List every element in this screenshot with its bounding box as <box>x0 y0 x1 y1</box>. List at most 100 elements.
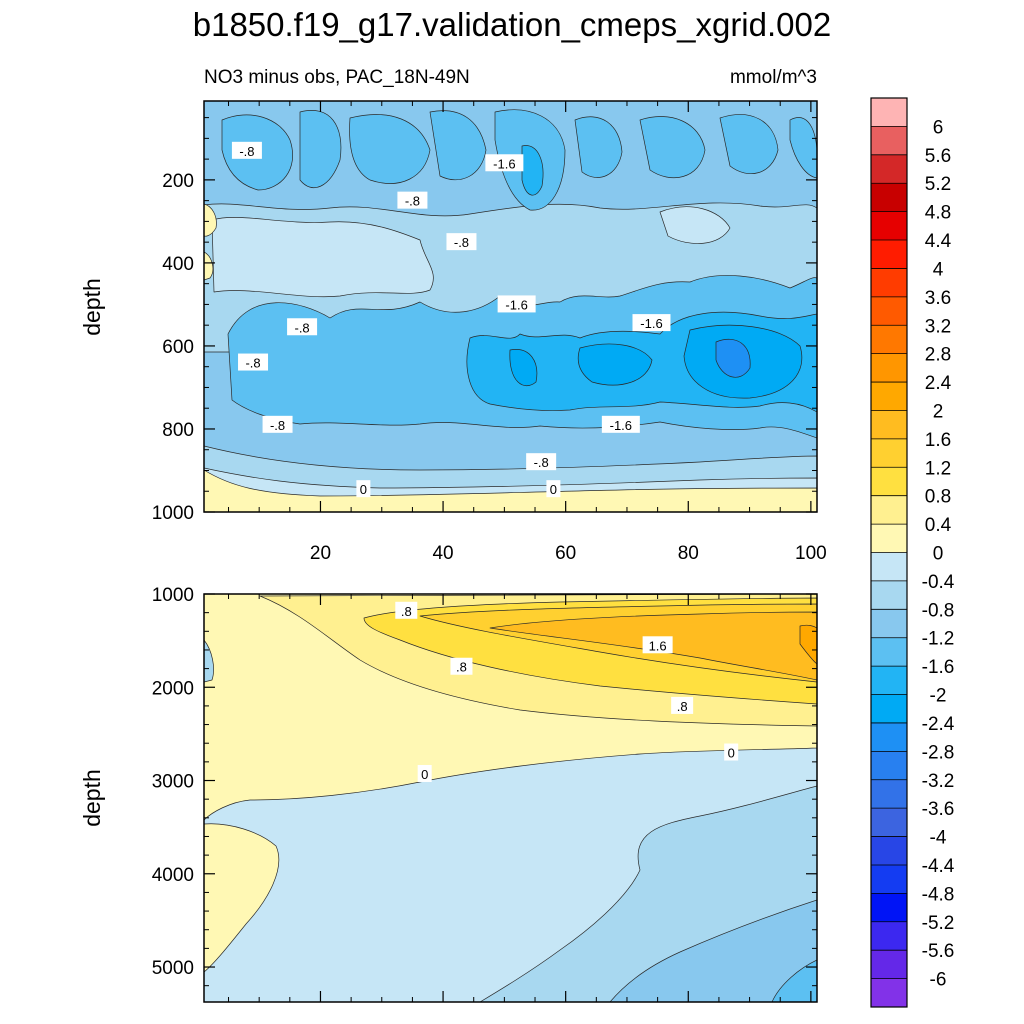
colorbar-swatch <box>871 268 907 298</box>
lower-contour-label: 1.6 <box>649 638 667 653</box>
colorbar-label: -2 <box>930 686 947 707</box>
colorbar-swatch <box>871 666 907 695</box>
colorbar-label: -0.8 <box>922 600 955 621</box>
lower-contour-label: .8 <box>401 604 412 619</box>
lower-panel: 1000 2000 3000 4000 5000 .8 1.6 .8 .8 0 0 depth <box>79 585 818 1003</box>
colorbar-swatch <box>871 609 907 639</box>
colorbar-swatch <box>871 296 907 326</box>
upper-contour-label-bg <box>601 415 640 433</box>
colorbar-swatch <box>871 836 907 866</box>
colorbar-label: 2.4 <box>925 373 952 394</box>
lower-ytick-label: 1000 <box>152 585 194 606</box>
colorbar-swatch <box>871 808 907 837</box>
colorbar-label: 4.8 <box>925 203 951 224</box>
upper-contour-label-bg <box>526 453 557 471</box>
upper-contour-surface-3 <box>349 114 431 184</box>
lower-contour-label-bg <box>642 636 673 654</box>
colorbar-label: -4.8 <box>922 884 955 905</box>
upper-contour-surface-7 <box>639 116 706 178</box>
colorbar-swatch <box>871 410 907 440</box>
colorbar-label: 2.8 <box>925 345 951 366</box>
colorbar-swatch <box>871 382 907 411</box>
upper-ytick-label: 1000 <box>152 503 194 524</box>
upper-contour-label-bg <box>238 353 269 371</box>
upper-contour-core-inner-2 <box>577 343 653 386</box>
upper-contour-label: 0 <box>550 482 557 497</box>
colorbar-label: -0.4 <box>922 572 955 593</box>
colorbar-label: 5.6 <box>925 146 951 167</box>
upper-contour-label: -.8 <box>405 194 420 209</box>
upper-contour-labels: -.8-1.6-.8-.8-1.6-1.6-.8-.8-.8 -1.6-.80 0 <box>231 141 671 498</box>
upper-contour-surface-4 <box>429 110 487 181</box>
upper-contour-label: -.8 <box>270 418 285 433</box>
colorbar-swatch <box>871 325 907 354</box>
colorbar-swatch <box>871 467 907 496</box>
upper-contour-label: -1.6 <box>610 418 632 433</box>
upper-ytick-label: 400 <box>162 254 194 275</box>
upper-contour-band-light <box>211 217 434 298</box>
colorbar-swatch <box>871 921 907 951</box>
colorbar-swatch <box>871 694 907 724</box>
colorbar-swatch <box>871 240 907 269</box>
colorbar-swatch <box>871 353 907 383</box>
colorbar-swatch <box>871 779 907 809</box>
colorbar-swatch <box>871 154 907 184</box>
lower-ytick-label: 3000 <box>152 772 194 793</box>
colorbar: 6 5.6 5.2 4.8 4.4 4 3.6 3.2 2.8 2.4 2 1.6 1.2 0.8 0.4 0… <box>870 97 955 1008</box>
upper-contour-label-bg <box>262 415 293 433</box>
colorbar-swatch <box>871 950 907 979</box>
lower-contour-pos-20 <box>799 624 817 665</box>
subtitle-units: mmol/m^3 <box>730 67 817 88</box>
colorbar-swatch <box>871 864 907 894</box>
colorbar-label: 2 <box>933 401 944 422</box>
lower-contour-label-bg <box>395 601 418 619</box>
colorbar-swatch <box>871 637 907 667</box>
colorbar-swatch <box>871 751 907 781</box>
upper-contour-core-deep <box>715 338 751 378</box>
upper-contour-label: -1.6 <box>640 316 662 331</box>
upper-contour-label-bg <box>231 141 262 159</box>
colorbar-swatch <box>871 495 907 525</box>
upper-contour-label: -.8 <box>239 144 254 159</box>
colorbar-swatch <box>871 98 907 127</box>
lower-contour-left-pos <box>204 823 280 973</box>
upper-xtick-label: 80 <box>678 543 699 564</box>
colorbar-label: 1.2 <box>925 458 951 479</box>
colorbar-label: 1.6 <box>925 430 951 451</box>
colorbar-swatch <box>871 126 907 156</box>
lower-contour-label-bg <box>671 696 694 714</box>
subtitle-left: NO3 minus obs, PAC_18N-49N <box>204 67 470 88</box>
colorbar-label: -4 <box>930 828 947 849</box>
lower-plot-frame <box>203 593 818 1003</box>
colorbar-swatch <box>871 183 907 212</box>
upper-contour-surface-8 <box>719 114 779 174</box>
colorbar-frame <box>870 97 908 1008</box>
lower-contour-labels: .8 1.6 .8 .8 0 0 <box>395 601 739 782</box>
upper-contour-surface-2 <box>299 110 342 189</box>
upper-contour-label-bg <box>546 480 561 498</box>
upper-contour-label: -1.6 <box>493 156 515 171</box>
lower-contour-left-neg <box>204 639 214 683</box>
upper-contour-label-bg <box>356 480 371 498</box>
lower-contour-label: 0 <box>421 767 428 782</box>
colorbar-swatch <box>871 580 907 610</box>
colorbar-label: -1.6 <box>922 657 955 678</box>
lower-contour-label-bg <box>450 657 473 675</box>
colorbar-swatch <box>871 978 907 1008</box>
upper-plot-frame <box>203 100 818 513</box>
upper-contour-label: -.8 <box>534 455 549 470</box>
upper-contour-label: -.8 <box>294 320 309 335</box>
lower-contour-label: .8 <box>677 699 688 714</box>
upper-contour-label: -.8 <box>245 356 260 371</box>
colorbar-label: -1.2 <box>922 629 955 650</box>
colorbar-label: -5.2 <box>922 913 955 934</box>
colorbar-label: 0 <box>933 544 944 565</box>
colorbar-label: 0.8 <box>925 487 951 508</box>
upper-contour-label-bg <box>287 318 318 336</box>
lower-ticks: 1000 2000 3000 4000 5000 <box>152 585 817 1002</box>
upper-contour-label-bg <box>497 295 536 313</box>
lower-contour-label: 0 <box>728 746 735 761</box>
lower-ytick-label: 2000 <box>152 678 194 699</box>
upper-contour-core-inner <box>509 349 538 387</box>
